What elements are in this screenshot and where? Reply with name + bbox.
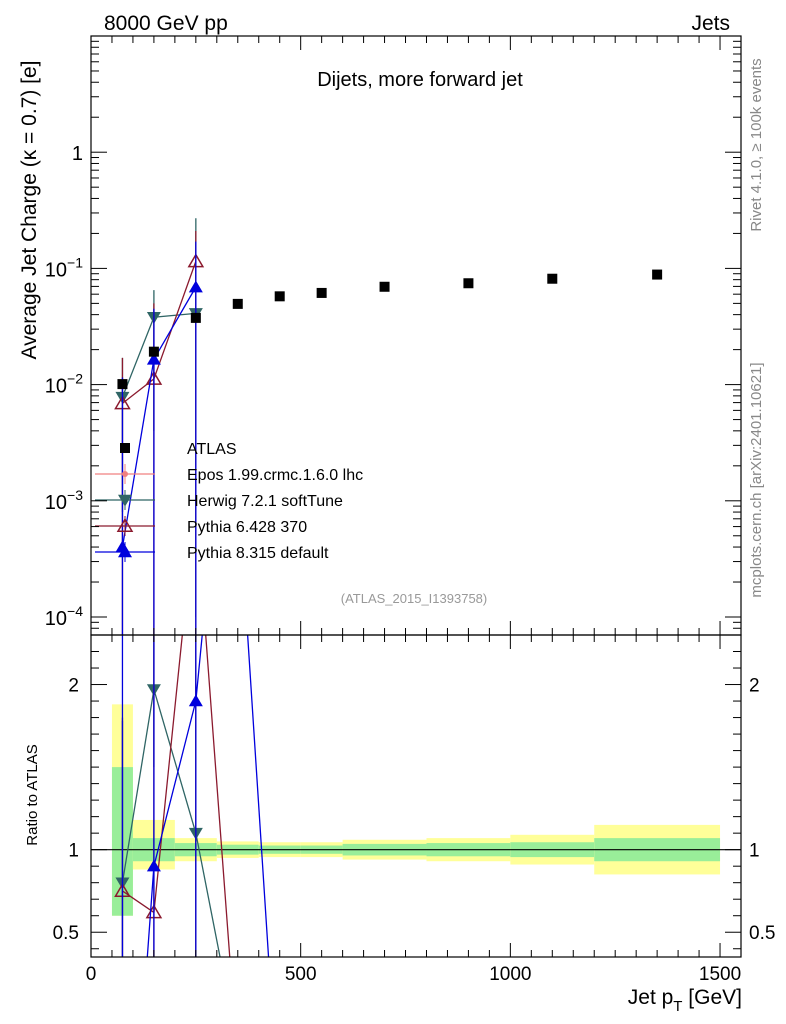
rivet-version-label: Rivet 4.1.0, ≥ 100k events <box>748 58 765 231</box>
header-jets-label: Jets <box>691 12 730 35</box>
legend-label: Epos 1.99.crmc.1.6.0 lhc <box>187 467 363 484</box>
ratio-marker <box>115 1002 129 1014</box>
main-series <box>114 218 205 635</box>
data-point <box>652 269 663 280</box>
ratio-tick-label-right: 1 <box>749 841 760 862</box>
y-tick-label: 10−3 <box>45 487 83 514</box>
ratio-tick-label-left: 1 <box>68 841 79 862</box>
series-marker <box>146 352 161 365</box>
ratio-series-line <box>121 689 221 957</box>
data-point <box>274 291 285 302</box>
y-tick-label: 1 <box>72 143 83 165</box>
y-tick-label: 10−1 <box>45 254 83 281</box>
ratio-tick-label-left: 2 <box>68 676 79 697</box>
y-tick-label: 10−2 <box>45 371 83 398</box>
legend: ATLAS Epos 1.99.crmc.1.6.0 lhc Herwig 7.2.… <box>95 441 363 562</box>
ratio-axis-title: Ratio to ATLAS <box>24 744 41 845</box>
ratio-marker <box>146 859 161 872</box>
data-point <box>316 287 327 298</box>
legend-label: Pythia 8.315 default <box>187 545 329 562</box>
y-axis-title: Average Jet Charge (κ = 0.7) [e] <box>18 60 41 359</box>
legend-label: ATLAS <box>187 441 237 458</box>
ratio-tick-label-right: 2 <box>749 676 760 697</box>
data-point <box>148 346 159 357</box>
legend-marker <box>122 471 128 477</box>
y-tick-label: 10−4 <box>45 603 83 630</box>
x-tick-label: 500 <box>285 964 317 985</box>
legend-marker <box>116 517 134 532</box>
analysis-id-label: (ATLAS_2015_I1393758) <box>341 591 487 606</box>
legend-label: Pythia 6.428 370 <box>187 519 307 536</box>
x-tick-label: 1500 <box>699 964 741 985</box>
ratio-frame <box>90 634 742 958</box>
x-tick-label: 0 <box>86 964 97 985</box>
x-axis-title: Jet pT [GeV] <box>628 986 742 1015</box>
ratio-tick-label-right: 0.5 <box>749 923 775 944</box>
data-point <box>463 278 474 289</box>
ratio-series-line <box>122 635 231 957</box>
ratio-bands <box>111 704 721 916</box>
data-point <box>379 281 390 292</box>
main-panel <box>114 218 663 635</box>
legend-label: Herwig 7.2.1 softTune <box>187 493 343 510</box>
chart-title: Dijets, more forward jet <box>317 69 523 91</box>
ratio-marker <box>188 694 203 707</box>
ratio-panel <box>91 635 741 1014</box>
mcplots-label: mcplots.cern.ch [arXiv:2401.10621] <box>748 362 765 597</box>
series-marker <box>188 280 203 293</box>
data-point <box>117 379 128 390</box>
data-point <box>190 312 201 323</box>
legend-marker <box>118 545 132 558</box>
x-tick-label: 1000 <box>489 964 531 985</box>
ratio-series <box>114 635 270 1014</box>
series-line <box>121 286 197 548</box>
data-point <box>232 298 243 309</box>
header-energy-label: 8000 GeV pp <box>104 12 228 35</box>
ratio-tick-label-left: 0.5 <box>53 923 79 944</box>
legend-marker <box>120 443 130 453</box>
data-point <box>547 273 558 284</box>
data-points <box>117 269 663 390</box>
legend-marker <box>118 494 132 507</box>
